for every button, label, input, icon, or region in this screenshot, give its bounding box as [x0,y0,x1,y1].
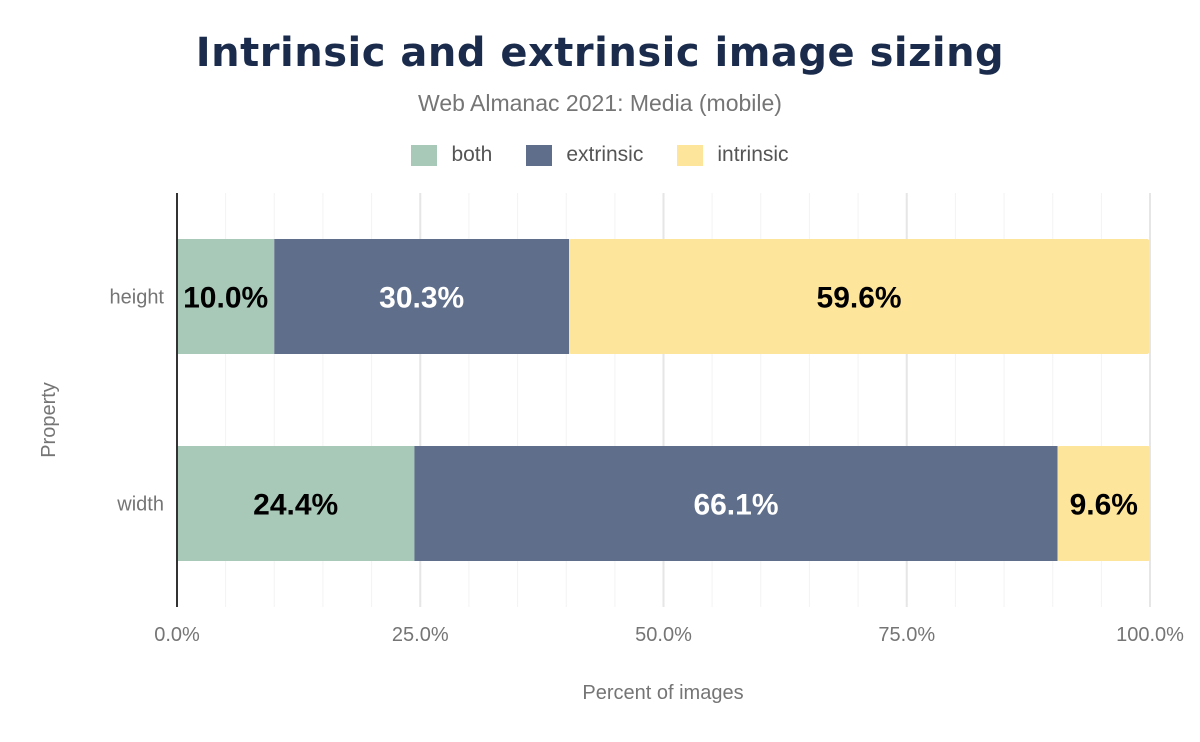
chart-title: Intrinsic and extrinsic image sizing [195,30,1005,76]
legend-item-intrinsic[interactable]: intrinsic [677,143,789,167]
bar-extrinsic-width [414,446,1058,561]
data-label: 66.1% [693,489,778,522]
chart-subtitle: Web Almanac 2021: Media (mobile) [418,90,782,116]
legend-item-extrinsic[interactable]: extrinsic [526,143,643,167]
x-tick-label: 100.0% [1116,624,1184,646]
bar-both-height [177,239,275,354]
y-tick-label: height [110,287,165,309]
data-label: 59.6% [817,282,902,315]
legend-item-both[interactable]: both [411,143,492,167]
data-label: 24.4% [253,489,338,522]
x-tick-label: 50.0% [635,624,692,646]
bar-extrinsic-height [274,239,570,354]
data-label: 9.6% [1070,489,1138,522]
y-axis-title: Property [38,382,60,458]
bar-intrinsic-width [1057,446,1150,561]
x-tick-label: 25.0% [392,624,449,646]
bar-intrinsic-height [569,239,1150,354]
x-tick-label: 0.0% [154,624,200,646]
x-tick-label: 75.0% [878,624,935,646]
legend-swatch-intrinsic [677,144,704,166]
data-label: 10.0% [183,282,268,315]
legend-swatch-both [411,144,438,166]
legend: both extrinsic intrinsic [0,143,1200,167]
legend-label: extrinsic [566,143,644,166]
data-label: 30.3% [379,282,464,315]
y-tick-label: width [116,494,164,516]
bar-both-width [177,446,415,561]
x-axis-title: Percent of images [582,682,743,704]
legend-label: intrinsic [717,143,789,166]
legend-swatch-extrinsic [526,144,553,166]
legend-label: both [451,143,493,166]
